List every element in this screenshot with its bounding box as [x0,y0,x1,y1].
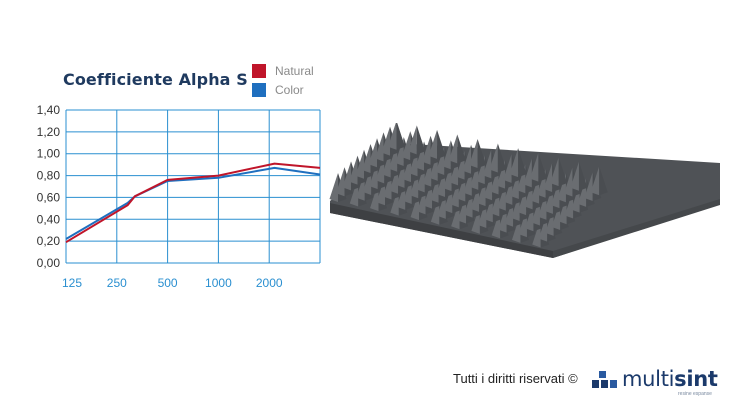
y-tick-label: 0,20 [37,234,61,248]
foam-pyramid-left [329,173,338,202]
foam-pyramid-left [422,135,431,165]
foam-pyramid-left [442,140,451,170]
foam-pyramid-right [538,152,547,182]
foam-pyramid-right [416,125,426,155]
foam-pyramid-left [448,134,458,164]
y-tick-label: 1,20 [37,125,61,139]
logo-tagline: resine espanse [678,391,712,397]
foam-pyramid-left [563,167,573,197]
foam-pyramid-left [349,155,358,185]
foam-pyramid-right [599,166,608,196]
foam-pyramid-left [381,126,390,156]
foam-pyramid-left [342,161,351,191]
chart-legend: Natural Color [252,62,314,100]
y-tick-label: 1,40 [37,103,61,117]
foam-pyramid-left [469,138,478,168]
foam-pyramid-left [550,157,559,187]
foam-pyramid-left [362,144,371,173]
logo-wordmark: multisint [622,367,718,391]
foam-pyramid-left [401,131,411,161]
foam-pyramid-left [523,158,532,188]
logo-word-multi: multi [622,367,675,391]
foam-pyramid-left [543,162,553,192]
foam-pyramid-left [462,144,472,174]
foam-pyramid-right [477,138,487,168]
x-tick-label: 125 [62,276,82,290]
copyright-text: Tutti i diritti riservati © [453,371,578,386]
foam-pyramid-left [503,153,512,183]
foam-pyramid-left [509,148,519,178]
foam-pyramid-right [457,134,466,164]
x-tick-label: 250 [107,276,127,290]
x-tick-label: 500 [158,276,178,290]
foam-pyramid-right [497,143,507,173]
logo-word-sint: sint [674,367,718,391]
cubes-icon [592,371,617,388]
foam-pyramid-left [368,138,377,168]
chart-title: Coefficiente Alpha S [63,70,248,89]
foam-pyramid-left [482,149,492,179]
foam-pyramid-right [578,161,588,191]
legend-label-color: Color [275,83,304,97]
foam-pyramid-left [529,152,539,182]
foam-pyramid-left [388,123,397,150]
foam-pyramid-left [336,167,345,197]
y-tick-label: 0,60 [37,190,61,204]
foam-pyramid-right [396,123,405,150]
foam-pyramid-left [375,132,384,162]
foam-front-edge [330,203,553,258]
y-tick-label: 0,40 [37,212,61,226]
y-tick-label: 0,80 [37,169,61,183]
y-tick-label: 0,00 [37,256,61,270]
foam-pyramid-right [437,129,446,159]
foam-pyramid-left [428,129,438,159]
series-line-natural [65,162,321,244]
foam-pyramid-left [489,143,498,173]
y-tick-label: 1,00 [37,147,61,161]
foam-pyramid-right [518,148,527,178]
multisint-logo[interactable]: multisint resine espanse [590,367,720,398]
foam-side-edge [553,199,720,258]
foam-pyramid-right [558,157,568,187]
foam-pyramid-left [408,125,417,155]
legend-swatch-color [252,83,266,97]
legend-label-natural: Natural [275,64,314,78]
foam-pyramid-left [584,172,593,202]
legend-item-natural: Natural [252,62,314,80]
foam-pyramid-left [570,161,579,191]
x-tick-label: 2000 [256,276,283,290]
foam-pyramid-left [355,149,364,179]
legend-swatch-natural [252,64,266,78]
foam-panel-image [329,123,720,258]
legend-item-color: Color [252,81,314,99]
foam-pyramid-left [590,166,600,196]
x-tick-label: 1000 [205,276,232,290]
